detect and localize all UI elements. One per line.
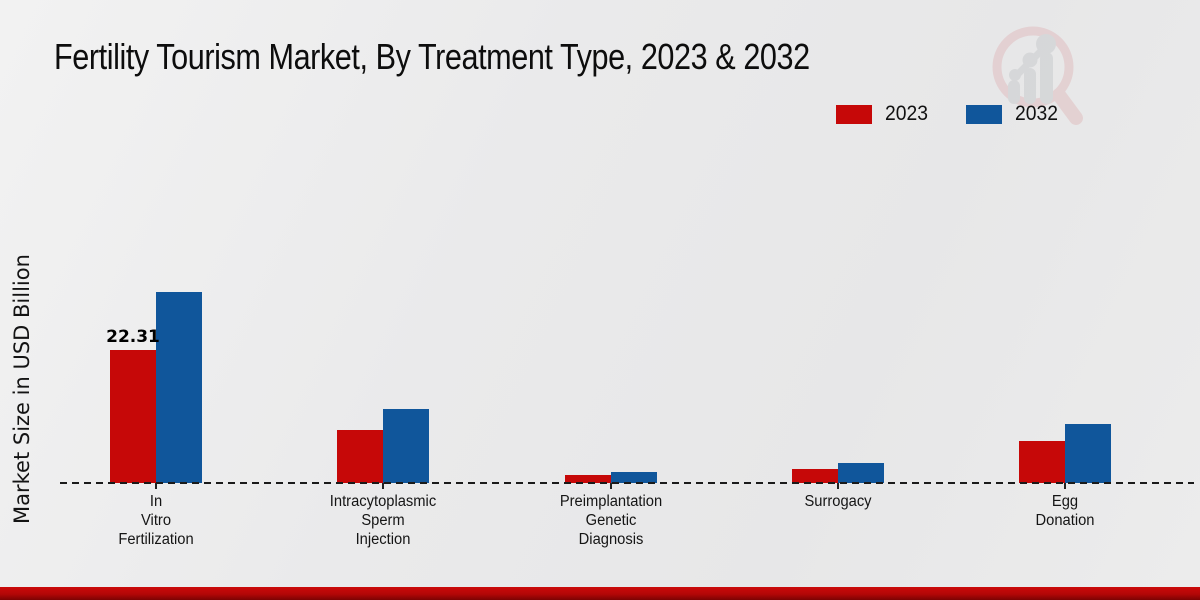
- y-axis-label: Market Size in USD Billion: [10, 254, 34, 524]
- x-axis-label-egg: Egg Donation: [1035, 493, 1095, 529]
- chart-title: Fertility Tourism Market, By Treatment T…: [54, 36, 810, 77]
- legend-label-2023: 2023: [885, 102, 928, 125]
- x-axis-baseline: [60, 482, 1194, 484]
- x-axis-label-in: In Vitro Fertilization: [118, 493, 194, 548]
- bar-2032-egg: [1065, 423, 1111, 483]
- x-axis-tick: [155, 483, 157, 489]
- bar-value-label: 22.31: [106, 327, 160, 348]
- legend-item-2032: 2032: [965, 102, 1062, 126]
- x-axis-tick: [836, 483, 839, 489]
- x-axis-tick: [1064, 483, 1066, 489]
- bar-2023-intracytoplasmic: [337, 430, 384, 483]
- legend-item-2023: 2023: [836, 102, 932, 126]
- bar-2032-in: [156, 292, 202, 483]
- x-axis-tick: [382, 483, 385, 489]
- legend: 2023 2032: [836, 102, 1061, 126]
- x-axis-label-intracytoplasmic: Intracytoplasmic Sperm Injection: [330, 493, 437, 548]
- footer-accent-band: [0, 587, 1200, 600]
- x-axis-label-surrogacy: Surrogacy: [804, 493, 872, 510]
- legend-swatch-2032: [965, 104, 1002, 124]
- bar-2023-in: [110, 350, 156, 483]
- bar-2023-preimplantation: [564, 474, 611, 483]
- bar-2032-intracytoplasmic: [383, 408, 430, 483]
- x-axis-label-preimplantation: Preimplantation Genetic Diagnosis: [559, 493, 662, 548]
- bar-2023-surrogacy: [791, 469, 838, 483]
- legend-swatch-2023: [836, 104, 872, 124]
- x-axis-tick: [609, 483, 612, 489]
- bar-2032-surrogacy: [837, 462, 884, 483]
- magnifier-growth-chart-logo-icon: [992, 26, 1083, 125]
- legend-label-2032: 2032: [1014, 102, 1058, 125]
- bar-2032-preimplantation: [610, 472, 657, 483]
- bar-2023-egg: [1019, 440, 1065, 483]
